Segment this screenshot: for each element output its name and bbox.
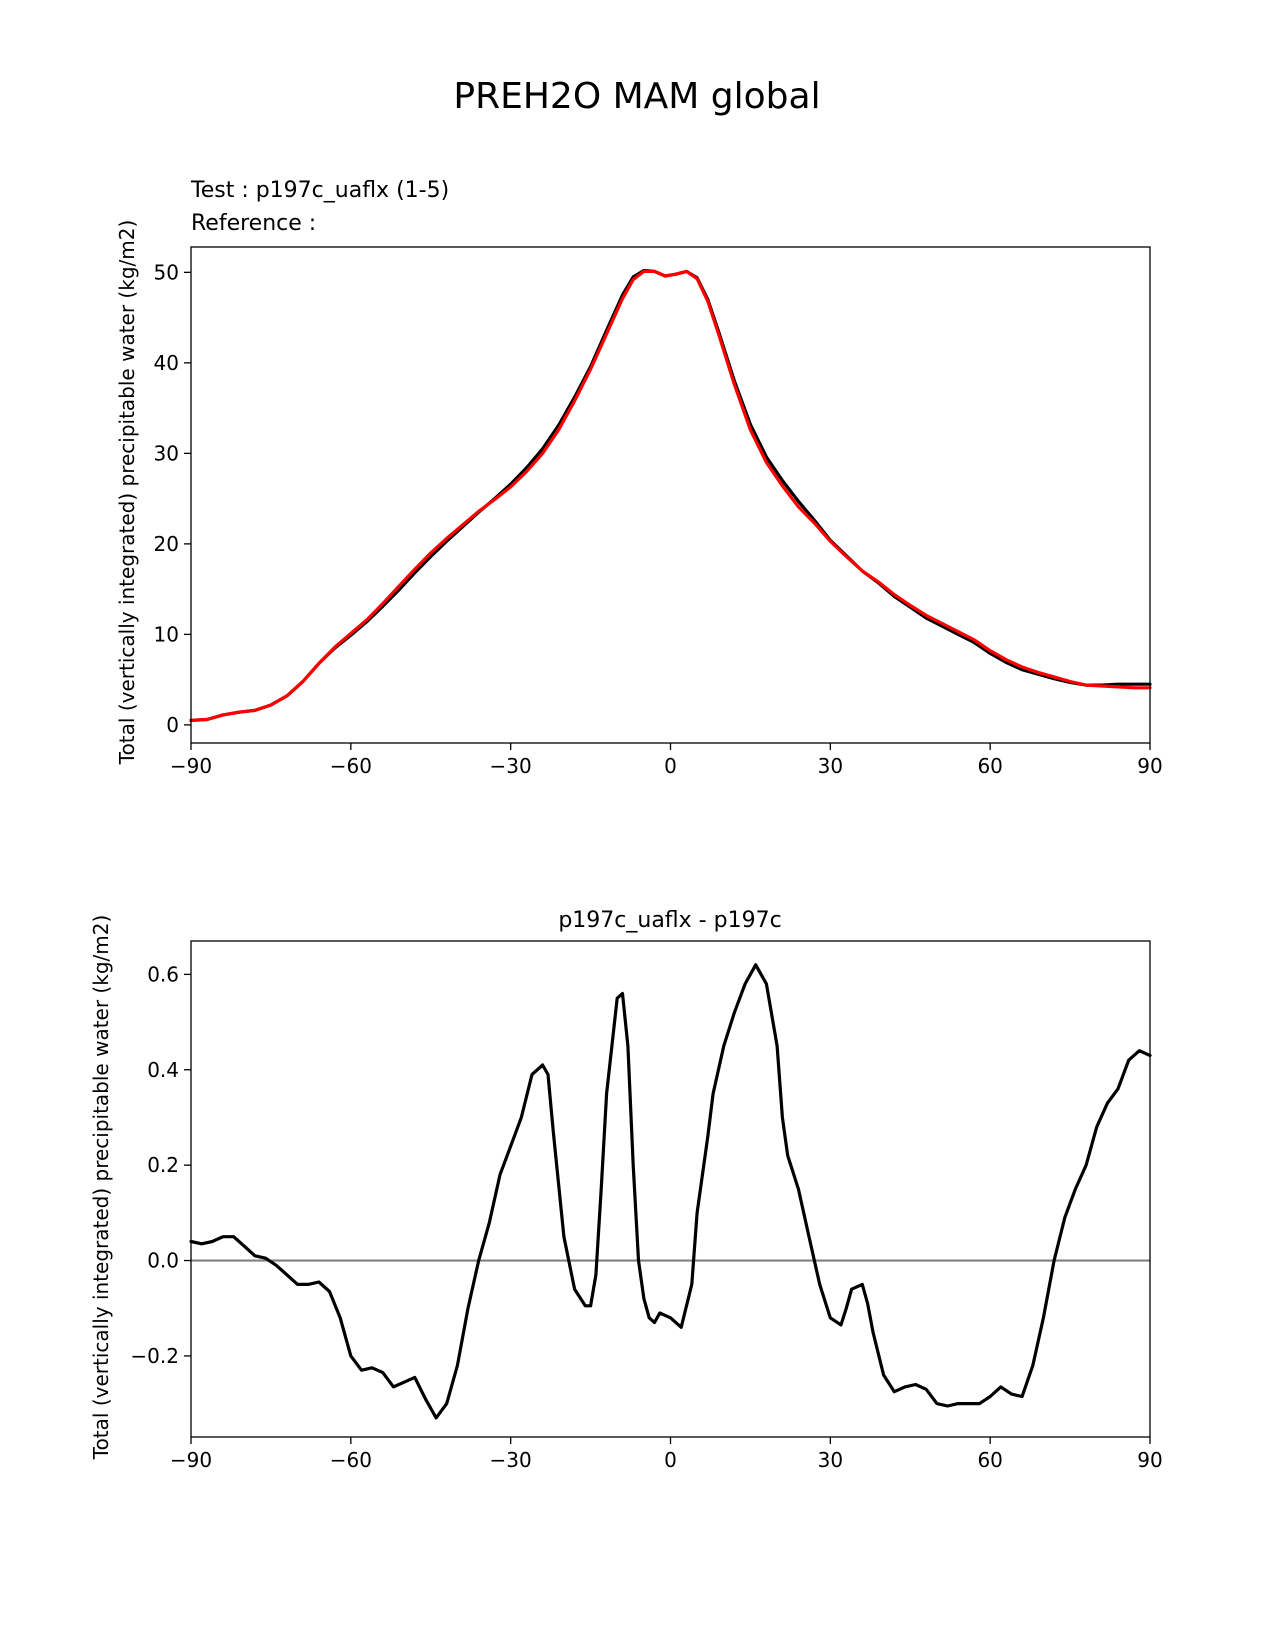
figure-title: PREH2O MAM global bbox=[453, 76, 820, 117]
top-series bbox=[189, 268, 1152, 723]
bottom-x-tick-label: 60 bbox=[977, 1448, 1002, 1472]
bottom-x-tick-label: 0 bbox=[664, 1448, 677, 1472]
top-y-tick-label: 20 bbox=[154, 532, 179, 556]
reference-label: Reference : bbox=[191, 211, 316, 236]
top-x-tick-label: 30 bbox=[818, 754, 843, 778]
bottom-title: p197c_uaflx - p197c bbox=[558, 908, 781, 933]
top-plot-frame bbox=[190, 246, 1151, 744]
panel-bottom: p197c_uaflx - p197c Total (vertically in… bbox=[89, 908, 1163, 1472]
top-y-axis-label: Total (vertically integrated) precipitab… bbox=[115, 220, 139, 766]
test-label: Test : p197c_uaflx (1-5) bbox=[190, 178, 449, 203]
bottom-y-tick-label: 0.6 bbox=[147, 962, 179, 986]
top-y-tick-label: 10 bbox=[154, 622, 179, 646]
top-series-line-reference bbox=[189, 269, 1152, 723]
panel-top: Test : p197c_uaflx (1-5) Reference : Tot… bbox=[115, 178, 1163, 778]
top-y-tick-label: 0 bbox=[166, 713, 179, 737]
top-x-tick-label: 0 bbox=[664, 754, 677, 778]
bottom-ticks: −90 −60 −30 0 30 60 90 −0.2 0.0 0.2 0.4 0.6 bbox=[130, 962, 1162, 1472]
bottom-y-tick-label: 0.2 bbox=[147, 1153, 179, 1177]
bottom-y-tick-label: 0.0 bbox=[147, 1249, 179, 1273]
top-ticks: −90 −60 −30 0 30 60 90 0 10 20 30 40 50 bbox=[154, 260, 1163, 778]
bottom-series bbox=[189, 963, 1152, 1420]
top-x-tick-label: −60 bbox=[330, 754, 372, 778]
bottom-y-tick-label: 0.4 bbox=[147, 1058, 179, 1082]
bottom-x-tick-label: −90 bbox=[170, 1448, 212, 1472]
top-y-tick-label: 30 bbox=[154, 441, 179, 465]
top-x-tick-label: 60 bbox=[977, 754, 1002, 778]
bottom-series-line-difference bbox=[189, 963, 1152, 1420]
bottom-y-tick-label: −0.2 bbox=[130, 1344, 179, 1368]
bottom-plot-frame bbox=[190, 940, 1151, 1438]
top-y-tick-label: 40 bbox=[154, 351, 179, 375]
top-y-tick-label: 50 bbox=[154, 260, 179, 284]
top-x-tick-label: 90 bbox=[1137, 754, 1162, 778]
top-x-tick-label: −90 bbox=[170, 754, 212, 778]
top-series-line-test bbox=[189, 268, 1152, 723]
bottom-x-tick-label: −60 bbox=[330, 1448, 372, 1472]
bottom-x-tick-label: −30 bbox=[490, 1448, 532, 1472]
top-x-tick-label: −30 bbox=[490, 754, 532, 778]
bottom-x-tick-label: 90 bbox=[1137, 1448, 1162, 1472]
bottom-x-tick-label: 30 bbox=[818, 1448, 843, 1472]
bottom-y-axis-label: Total (vertically integrated) precipitab… bbox=[89, 915, 113, 1461]
